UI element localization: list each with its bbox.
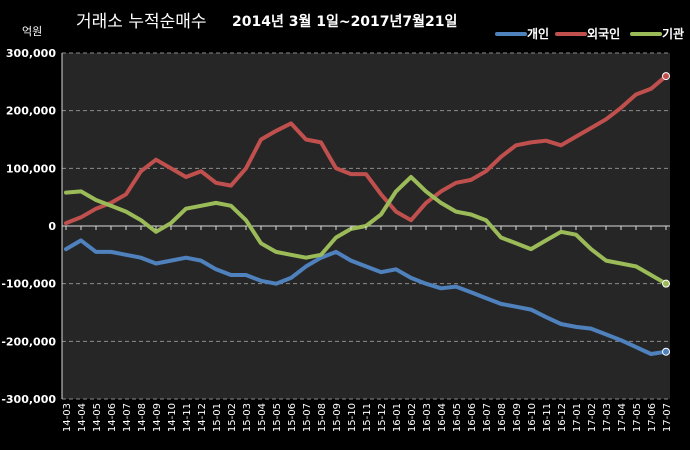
series-end-marker-2 <box>662 279 670 288</box>
x-tick-label: 14-03 <box>62 403 73 432</box>
chart-subtitle: 2014년 3월 1일~2017년7월21일 <box>232 13 457 30</box>
legend-label-1: 외국인 <box>587 26 620 41</box>
chart-title: 거래소 누적순매수 <box>76 12 207 32</box>
x-tick-label: 16-02 <box>407 403 418 432</box>
x-tick-label: 17-03 <box>602 403 613 432</box>
x-tick-label: 15-09 <box>332 403 343 432</box>
x-tick-label: 17-06 <box>647 403 658 432</box>
y-tick-label: 200,000 <box>6 105 56 118</box>
x-tick-label: 16-11 <box>542 403 553 432</box>
x-tick-label: 16-06 <box>467 403 478 432</box>
legend-label-2: 기관 <box>662 26 684 41</box>
x-tick-label: 14-08 <box>137 403 148 432</box>
x-tick-label: 14-04 <box>77 403 88 432</box>
x-tick-label: 16-08 <box>497 403 508 432</box>
x-tick-label: 17-04 <box>617 403 628 432</box>
y-tick-label: 0 <box>48 220 56 233</box>
x-tick-label: 16-01 <box>392 403 403 432</box>
legend-label-0: 개인 <box>527 26 549 41</box>
x-tick-label: 14-10 <box>167 403 178 432</box>
x-tick-label: 16-05 <box>452 403 463 432</box>
series-line-0 <box>64 238 668 356</box>
y-tick-label: -100,000 <box>1 278 56 291</box>
x-tick-label: 16-10 <box>527 403 538 432</box>
y-tick-label: 100,000 <box>6 162 56 175</box>
x-tick-label: 15-07 <box>302 403 313 432</box>
x-tick-label: 15-02 <box>227 403 238 432</box>
x-tick-label: 17-02 <box>587 403 598 432</box>
x-tick-label: 17-05 <box>632 403 643 432</box>
x-tick-label: 14-05 <box>92 403 103 432</box>
x-axis-ticks: 14-03 14-04 14-05 14-06 14-07 14-08 14-09 14-10… <box>62 226 673 432</box>
unit-label: 억원 <box>22 25 42 38</box>
x-tick-label: 15-01 <box>212 403 223 432</box>
x-tick-label: 17-01 <box>572 403 583 432</box>
x-tick-label: 14-06 <box>107 403 118 432</box>
y-axis-ticks: 300,000 200,000 100,000 0 -100,000 -200,000 -3… <box>1 47 56 406</box>
y-tick-label: -300,000 <box>1 393 56 406</box>
x-tick-label: 16-09 <box>512 403 523 432</box>
x-tick-label: 16-12 <box>557 403 568 432</box>
x-tick-label: 15-04 <box>257 403 268 432</box>
x-tick-label: 15-10 <box>347 403 358 432</box>
x-tick-label: 15-08 <box>317 403 328 432</box>
x-tick-label: 15-11 <box>362 403 373 432</box>
x-tick-label: 15-12 <box>377 403 388 432</box>
x-tick-label: 14-09 <box>152 403 163 432</box>
y-tick-label: 300,000 <box>6 47 56 60</box>
x-tick-label: 14-11 <box>182 403 193 432</box>
y-tick-label: -200,000 <box>1 335 56 348</box>
x-tick-label: 14-12 <box>197 403 208 432</box>
x-tick-label: 14-07 <box>122 403 133 432</box>
x-tick-label: 16-07 <box>482 403 493 432</box>
series-end-marker-1 <box>662 72 670 81</box>
series-line-1 <box>64 74 668 226</box>
x-tick-label: 15-05 <box>272 403 283 432</box>
x-tick-label: 17-07 <box>662 403 673 432</box>
series-end-marker-0 <box>662 347 670 356</box>
x-tick-label: 16-03 <box>422 403 433 432</box>
x-tick-label: 16-04 <box>437 403 448 432</box>
x-tick-label: 15-03 <box>242 403 253 432</box>
legend: 개인 외국인 기관 <box>495 26 684 41</box>
x-tick-label: 15-06 <box>287 403 298 432</box>
